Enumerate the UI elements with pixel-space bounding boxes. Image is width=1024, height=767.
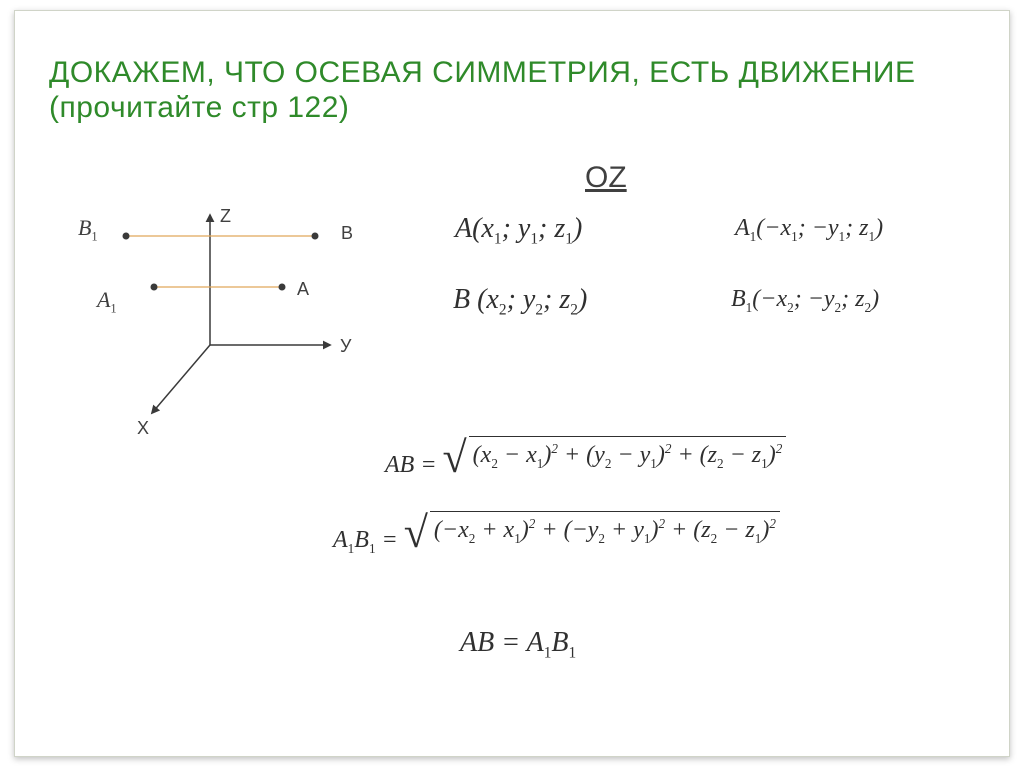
formula-A1B1: A1B1 = √ (−x2 + x1)2 + (−y2 + y1)2 + (z2… bbox=[333, 511, 780, 557]
coord-diagram bbox=[55, 191, 415, 451]
axis-y-label: У bbox=[340, 336, 351, 357]
pt-label-B1: B1 bbox=[78, 215, 98, 244]
pt-label-A1: A1 bbox=[97, 287, 117, 316]
axis-z-label: Z bbox=[220, 206, 231, 227]
formula-A1: A1(−x1; −y1; z1) bbox=[735, 215, 883, 245]
slide-title: ДОКАЖЕМ, ЧТО ОСЕВАЯ СИММЕТРИЯ, ЕСТЬ ДВИЖ… bbox=[49, 55, 989, 126]
formula-eq: AB = A1B1 bbox=[460, 627, 576, 663]
formula-AB: AB = √ (x2 − x1)2 + (y2 − y1)2 + (z2 − z… bbox=[385, 436, 786, 480]
axis-x-label: Х bbox=[137, 418, 149, 439]
formula-B1: B1(−x2; −y2; z2) bbox=[731, 286, 879, 316]
oz-label: OZ bbox=[585, 161, 627, 195]
pt-label-B: В bbox=[341, 223, 353, 244]
formula-A: A(x1; y1; z1) bbox=[455, 213, 582, 249]
slide-frame: ДОКАЖЕМ, ЧТО ОСЕВАЯ СИММЕТРИЯ, ЕСТЬ ДВИЖ… bbox=[14, 10, 1010, 757]
formula-B: B (x2; y2; z2) bbox=[453, 284, 587, 320]
pt-label-A: А bbox=[297, 279, 309, 300]
